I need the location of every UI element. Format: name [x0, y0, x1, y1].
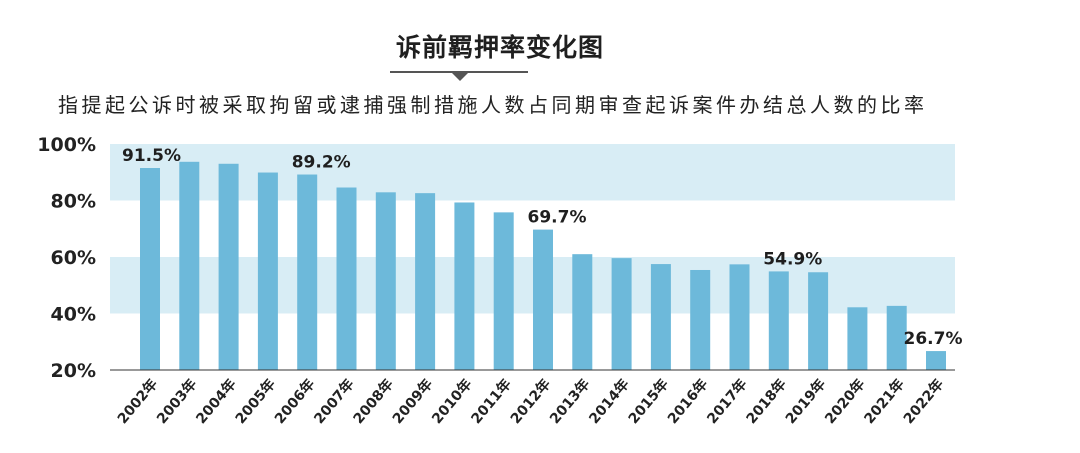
- y-tick-label: 60%: [51, 247, 96, 269]
- bar-2011年: [493, 212, 514, 370]
- x-tick-label: 2020年: [821, 376, 868, 428]
- bar-2014年: [611, 258, 632, 370]
- bar-2018年: [768, 271, 789, 370]
- bar-2003年: [179, 161, 200, 370]
- x-tick-label: 2002年: [114, 376, 161, 428]
- x-tick-label: 2012年: [507, 376, 554, 428]
- x-tick-label: 2014年: [586, 376, 633, 428]
- x-tick-label: 2015年: [625, 376, 672, 428]
- x-tick-label: 2007年: [310, 376, 357, 428]
- bar-2015年: [650, 264, 671, 370]
- x-tick-label: 2019年: [782, 376, 829, 428]
- x-tick-label: 2018年: [743, 376, 790, 428]
- x-tick-label: 2021年: [861, 376, 908, 428]
- title-underline: [390, 71, 528, 73]
- bar-2020年: [847, 307, 868, 370]
- bar-2019年: [808, 272, 829, 370]
- bar-2022年: [926, 351, 946, 370]
- bar-2006年: [297, 174, 318, 370]
- data-label: 54.9%: [763, 249, 822, 269]
- bar-2009年: [415, 193, 436, 370]
- x-tick-label: 2011年: [468, 376, 515, 428]
- x-tick-label: 2008年: [350, 376, 397, 428]
- y-tick-label: 80%: [51, 191, 96, 213]
- x-tick-label: 2009年: [389, 376, 436, 428]
- x-tick-label: 2005年: [232, 376, 279, 428]
- x-tick-label: 2004年: [193, 376, 240, 428]
- bar-2010年: [454, 202, 475, 370]
- bar-2012年: [533, 229, 553, 370]
- x-tick-label: 2010年: [428, 376, 475, 428]
- data-labels: 91.5% 89.2% 69.7% 54.9% 26.7%: [122, 146, 962, 349]
- bar-2007年: [336, 187, 357, 370]
- title-underline-notch: [452, 73, 468, 81]
- data-label: 89.2%: [292, 153, 351, 173]
- data-label: 69.7%: [528, 208, 587, 228]
- x-tick-label: 2013年: [546, 376, 593, 428]
- bar-2005年: [257, 172, 278, 370]
- data-label: 26.7%: [904, 329, 963, 349]
- bar-2002年: [140, 168, 160, 370]
- bar-2016年: [690, 269, 711, 370]
- bar-2021年: [886, 305, 907, 370]
- y-tick-label: 100%: [37, 134, 96, 156]
- y-axis-ticks: 100% 80% 60% 40% 20%: [37, 134, 96, 382]
- x-tick-label: 2006年: [271, 376, 318, 428]
- chart-subtitle: 指提起公诉时被采取拘留或逮捕强制措施人数占同期审查起诉案件办结总人数的比率: [58, 93, 928, 117]
- x-tick-label: 2022年: [900, 376, 947, 428]
- data-label: 91.5%: [122, 146, 181, 166]
- bar-2013年: [572, 254, 593, 370]
- bar-2004年: [218, 163, 239, 370]
- x-tick-label: 2003年: [153, 376, 200, 428]
- x-axis-labels: 2002年2003年2004年2005年2006年2007年2008年2009年…: [114, 376, 947, 428]
- bars: [140, 161, 946, 370]
- x-tick-label: 2017年: [703, 376, 750, 428]
- chart-title: 诉前羁押率变化图: [395, 33, 604, 62]
- y-tick-label: 40%: [51, 304, 96, 326]
- background-band-0: [110, 144, 955, 201]
- bar-2017年: [729, 264, 750, 370]
- bar-2008年: [375, 192, 396, 370]
- x-tick-label: 2016年: [664, 376, 711, 428]
- y-tick-label: 20%: [51, 360, 96, 382]
